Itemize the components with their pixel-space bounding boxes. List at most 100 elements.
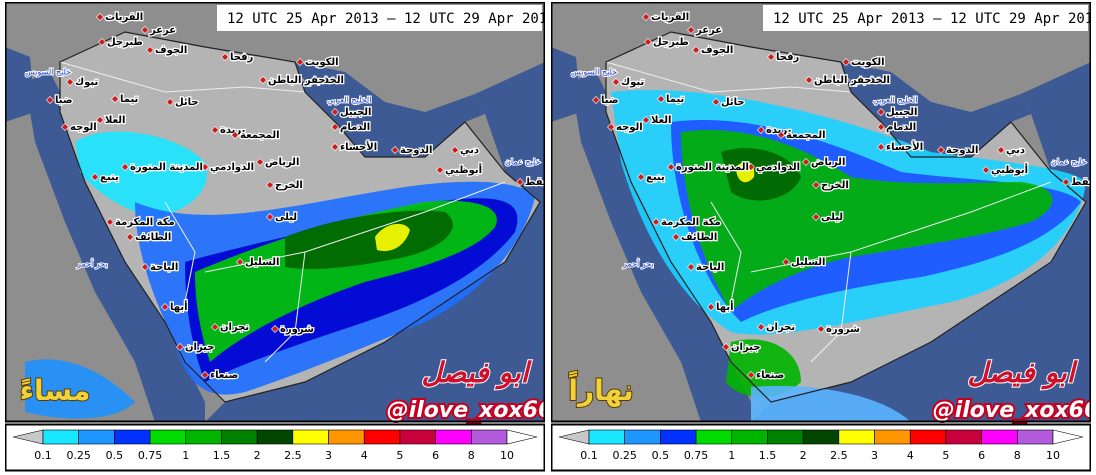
panel-label: مساءً xyxy=(20,374,91,407)
city-marker xyxy=(672,233,680,241)
city-label: مسقط xyxy=(525,177,545,188)
city-label: دبي xyxy=(1006,145,1025,156)
city-marker xyxy=(777,131,785,139)
sea xyxy=(25,72,205,422)
legend-swatch xyxy=(731,429,768,445)
precip-area xyxy=(726,339,801,397)
city-label: الخفجي xyxy=(851,75,890,86)
panel-label: نهاراً xyxy=(568,370,633,407)
city-marker xyxy=(937,146,945,154)
sea-label: بحر أحمر xyxy=(622,259,654,269)
header: 12 UTC 25 Apr 2013 — 12 UTC 29 Apr 2013 xyxy=(227,11,545,27)
city-marker xyxy=(747,371,755,379)
legend-swatch xyxy=(588,429,625,445)
city-label: السليل xyxy=(245,257,279,268)
colorbar-tick-label: 3 xyxy=(325,449,332,462)
city-marker xyxy=(256,158,264,166)
city-label: شرورة xyxy=(826,324,860,335)
city-label: الدوادمي xyxy=(210,162,254,173)
city-label: ليلى xyxy=(821,212,843,223)
legend-swatch xyxy=(802,429,840,445)
city-label: الطائف xyxy=(135,232,171,243)
city-marker xyxy=(176,343,184,351)
city-marker xyxy=(201,371,209,379)
legend-swatch xyxy=(78,429,115,445)
city-marker xyxy=(842,76,850,84)
city-label: رفحا xyxy=(230,52,254,63)
legend-swatch xyxy=(1017,429,1054,445)
colorbar-tick-label: 4 xyxy=(361,449,368,462)
legend-swatch xyxy=(506,429,538,445)
city-marker xyxy=(612,78,620,86)
city-marker xyxy=(231,131,239,139)
city-marker xyxy=(1062,178,1070,186)
legend-swatch xyxy=(114,429,151,445)
city-label: ينبع xyxy=(100,172,119,183)
sea xyxy=(475,62,545,202)
sea xyxy=(5,47,35,122)
city-marker xyxy=(201,163,209,171)
city-label: تيما xyxy=(666,94,685,105)
city-marker xyxy=(877,143,885,151)
sea xyxy=(841,62,1031,157)
city-label: الكويت xyxy=(851,57,885,68)
city-marker xyxy=(687,263,695,271)
city-label: عرعر xyxy=(149,25,176,36)
city-label: الطائف xyxy=(681,232,717,243)
city-marker xyxy=(271,325,279,333)
city-label: الجوف xyxy=(701,45,733,56)
colorbar-tick-label: 8 xyxy=(468,449,475,462)
city-label: الوجه xyxy=(616,122,643,133)
colorbar-tick-label: 0.75 xyxy=(684,449,709,462)
city-marker xyxy=(211,126,219,134)
city-marker xyxy=(331,143,339,151)
colorbar-tick-label: 10 xyxy=(500,449,514,462)
colorbar-tick-label: 1.5 xyxy=(759,449,777,462)
colorbar-tick-label: 0.25 xyxy=(612,449,637,462)
legend-swatch xyxy=(42,429,79,445)
watermark: ابو فيصل xyxy=(421,356,532,390)
colorbar-tick-label: 0.1 xyxy=(580,449,598,462)
city-marker xyxy=(61,123,69,131)
city-label: الدوحة xyxy=(400,145,432,156)
city-marker xyxy=(657,95,665,103)
sea-label: الخليج العربي xyxy=(327,96,371,105)
sea xyxy=(751,202,1091,422)
city-label: حفر الباطن xyxy=(268,75,326,86)
map-frame xyxy=(551,2,1091,423)
city-label: ليلى xyxy=(275,212,297,223)
city-label: أبها xyxy=(716,300,734,313)
city-marker xyxy=(592,96,600,104)
legend-swatch xyxy=(1052,429,1084,445)
city-label: الخرج xyxy=(821,180,849,191)
city-marker xyxy=(66,78,74,86)
city-label: الدمام xyxy=(340,122,370,133)
city-label: الدوادمي xyxy=(756,162,800,173)
city-marker xyxy=(141,263,149,271)
city-label: أبوظبي xyxy=(991,163,1028,176)
precip-area xyxy=(25,359,135,419)
city-label: شرورة xyxy=(280,324,314,335)
city-label: نجران xyxy=(220,322,249,333)
sea xyxy=(1021,62,1091,202)
city-label: المجمعة xyxy=(240,130,280,141)
colorbar-tick-label: 2 xyxy=(254,449,261,462)
city-marker xyxy=(46,96,54,104)
city-marker xyxy=(805,76,813,84)
city-marker xyxy=(296,58,304,66)
city-label: صنعاء xyxy=(756,370,784,381)
city-label: المدينة المنورة xyxy=(130,162,203,173)
city-marker xyxy=(106,218,114,226)
city-marker xyxy=(266,181,274,189)
precip-area xyxy=(75,131,207,217)
watermark: ابو فيصل xyxy=(967,356,1078,390)
city-label: دبي xyxy=(460,145,479,156)
precip-area xyxy=(285,210,453,269)
city-label: أبها xyxy=(170,300,188,313)
legend-swatch xyxy=(185,429,222,445)
precip-area xyxy=(375,223,410,252)
legend-swatch xyxy=(695,429,733,445)
map-panel: خليج السويس الخليج العربي بحر أحمر خليج عما… xyxy=(5,2,545,472)
city-marker xyxy=(166,98,174,106)
city-marker xyxy=(141,26,149,34)
